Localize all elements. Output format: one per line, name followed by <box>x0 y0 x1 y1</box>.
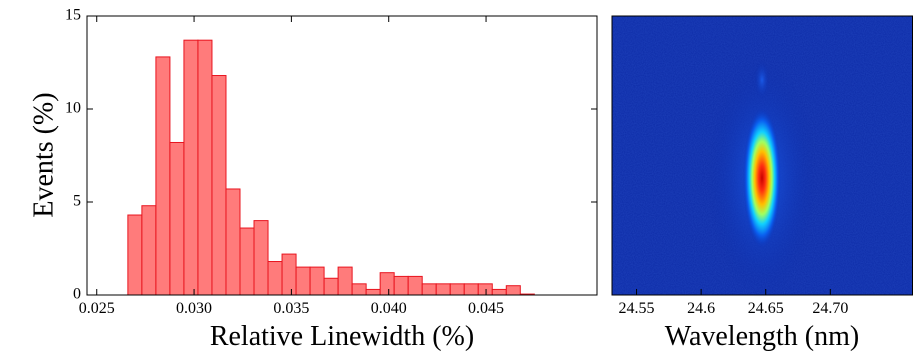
heatmap-spot <box>743 108 781 248</box>
bar <box>492 289 506 295</box>
x-tick-label: 24.65 <box>748 300 784 317</box>
x-tick-label: 24.55 <box>619 300 655 317</box>
bar <box>422 284 436 295</box>
bar <box>324 278 338 295</box>
y-tick-label: 5 <box>73 193 81 210</box>
bar <box>226 189 240 295</box>
x-tick-label: 24.70 <box>812 300 848 317</box>
y-axis-label: Events (%) <box>28 92 59 217</box>
bar <box>436 284 450 295</box>
y-tick-label: 10 <box>65 100 81 117</box>
bar <box>240 228 254 295</box>
bar <box>464 284 478 295</box>
x-axis-label: Relative Linewidth (%) <box>210 321 474 352</box>
bar <box>338 267 352 295</box>
heatmap-image <box>612 16 913 298</box>
x-tick-label: 0.045 <box>468 300 504 317</box>
bar <box>198 40 212 295</box>
bar <box>366 289 380 295</box>
bar <box>296 267 310 295</box>
bar <box>394 276 408 295</box>
bar <box>506 286 520 295</box>
bar <box>282 254 296 295</box>
bar <box>450 284 464 295</box>
bar <box>184 40 198 295</box>
bar <box>310 267 324 295</box>
bar <box>380 273 394 295</box>
bar <box>478 284 492 295</box>
x-tick-label: 24.6 <box>687 300 715 317</box>
bar <box>408 276 422 295</box>
y-tick-label: 0 <box>73 286 81 303</box>
bar <box>352 284 366 295</box>
bar <box>268 262 282 295</box>
bar <box>212 76 226 295</box>
x-axis-label: Wavelength (nm) <box>665 321 859 352</box>
x-tick-label: 0.030 <box>176 300 212 317</box>
heatmap-streak <box>754 60 770 100</box>
bar <box>156 57 170 295</box>
bar <box>128 215 142 295</box>
bar <box>142 206 156 295</box>
figure: Events (%) Relative Linewidth (%) Wavele… <box>0 0 914 355</box>
x-tick-label: 0.025 <box>79 300 115 317</box>
bar <box>254 221 268 295</box>
y-tick-label: 15 <box>65 7 81 24</box>
x-tick-label: 0.040 <box>371 300 407 317</box>
bar <box>170 142 184 295</box>
x-tick-label: 0.035 <box>273 300 309 317</box>
